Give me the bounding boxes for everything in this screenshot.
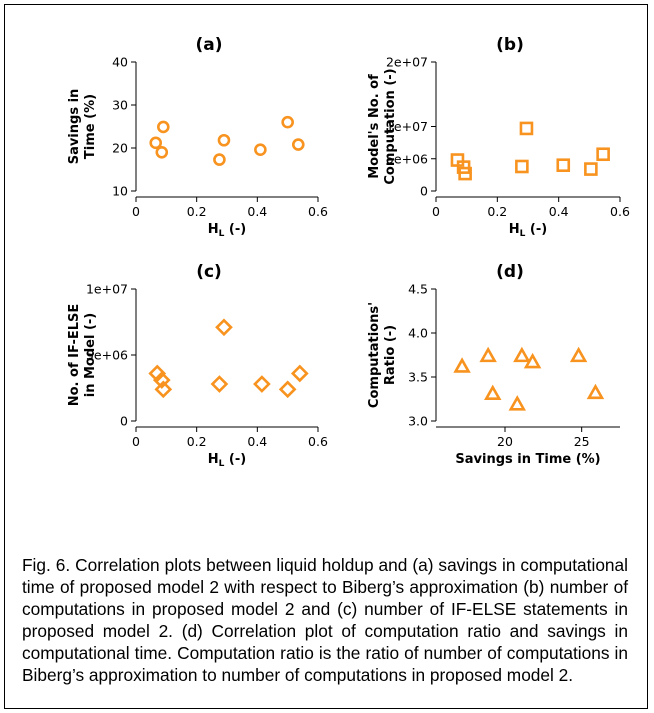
x-axis-title-subscript: L [219,229,225,239]
x-axis-title-unit: (-) [224,222,246,237]
data-point [519,121,534,136]
data-point [515,159,529,174]
data-point [479,346,497,363]
data-point [281,115,294,129]
data-point [556,158,571,172]
x-tick-label: 25 [574,434,590,449]
x-tick-label: 0.6 [610,204,630,219]
x-tick-label: 0.6 [308,204,328,219]
y-tick-label: 3.5 [408,370,428,385]
y-axis-title: Model's No. ofComputation (-) [367,68,398,184]
figure-caption: Fig. 6. Correlation plots between liquid… [22,555,628,685]
data-point [453,357,471,373]
y-axis-title-line: Ratio (-) [383,325,398,385]
x-tick-label: 0 [432,204,440,219]
x-tick-label: 0.6 [308,434,328,449]
x-axis-title-unit: (-) [525,222,547,237]
y-tick-label: 0 [420,184,428,199]
figure-frame [4,4,648,709]
data-point [155,146,169,159]
y-tick-label: 4.0 [408,326,428,341]
x-tick-label: 0 [132,434,140,449]
y-axis-title: No. of IF-ELSEin Model (-) [67,304,98,407]
y-axis-title: Savings inTime (%) [67,89,98,165]
y-tick-label: 2e+07 [386,55,428,70]
x-axis-title-subscript: L [219,459,225,469]
data-point [278,380,297,399]
y-axis-title: Computations'Ratio (-) [367,302,398,408]
x-axis-title-main: H [208,452,219,467]
x-axis-title: HL (-) [509,222,547,239]
panel-label: (b) [496,35,524,55]
data-point [157,120,170,134]
x-tick-label: 0.4 [247,434,267,449]
y-tick-label: 20 [112,141,128,156]
panel-label: (d) [496,262,524,282]
x-tick-label: 0.2 [187,434,207,449]
y-tick-label: 1e+07 [386,119,428,134]
y-axis-title-line: No. of IF-ELSE [67,304,82,407]
panel-b: (b) 0 5e+06 1e+07 2e+07 0 0.2 0.4 0.6 HL (-) Model… [367,35,630,239]
data-point [513,346,531,363]
x-tick-label: 0.4 [247,204,267,219]
y-tick-label: 0 [120,414,128,429]
x-axis-title-subscript: L [520,229,526,239]
data-point [586,383,605,400]
x-axis-title-unit: (-) [224,452,246,467]
x-tick-label: 0.4 [549,204,569,219]
x-tick-label: 20 [497,434,513,449]
x-axis-title: HL (-) [208,222,246,239]
y-tick-label: 5e+06 [386,151,428,166]
panel-c: (c) 0 5e+06 1e+07 0 0.2 0.4 0.6 HL (-) No. of IF-… [67,262,328,469]
data-point [508,395,526,411]
y-axis-title-line: Savings in [67,89,82,165]
panel-a: (a) 10 20 30 40 0 0.2 0.4 0.6 HL (-) Savings inTim… [67,35,328,239]
panel-label: (c) [196,262,222,282]
data-point [523,352,542,369]
data-point [148,364,167,383]
x-axis-title-main: H [208,222,219,237]
y-tick-label: 4.5 [408,282,428,297]
data-point [484,384,502,401]
data-point [596,147,610,162]
data-point [215,318,233,337]
x-axis-title-main: H [509,222,520,237]
data-point [569,346,588,363]
y-tick-label: 40 [112,55,128,70]
y-axis-title-line: Computation (-) [383,68,398,184]
data-point [213,153,226,166]
data-point [458,166,472,181]
y-axis-title-line: Computations' [367,302,382,408]
data-point [152,371,171,389]
data-point [584,162,598,176]
data-point [217,133,231,147]
data-point [254,143,267,157]
x-axis-title: Savings in Time (%) [455,452,600,467]
data-point [210,375,229,393]
y-tick-label: 3.0 [408,414,428,429]
data-point [149,136,163,150]
y-axis-title-line: Model's No. of [367,74,382,179]
y-tick-label: 30 [112,98,128,113]
panel-d: (d) 3.0 3.5 4.0 4.5 20 25 Savings in Time (%) Co… [367,262,620,467]
y-axis-title-line: in Model (-) [83,313,98,398]
x-tick-label: 0.2 [487,204,507,219]
y-axis-title-line: Time (%) [83,94,98,159]
data-point [290,364,309,383]
y-tick-label: 1e+07 [86,282,128,297]
data-point [154,380,173,399]
data-point [253,375,271,393]
x-tick-label: 0.2 [187,204,207,219]
data-point [291,138,305,151]
y-tick-label: 5e+06 [86,348,128,363]
x-axis-title: HL (-) [208,452,246,469]
x-tick-label: 0 [132,204,140,219]
y-tick-label: 10 [112,184,128,199]
panel-label: (a) [195,35,222,55]
